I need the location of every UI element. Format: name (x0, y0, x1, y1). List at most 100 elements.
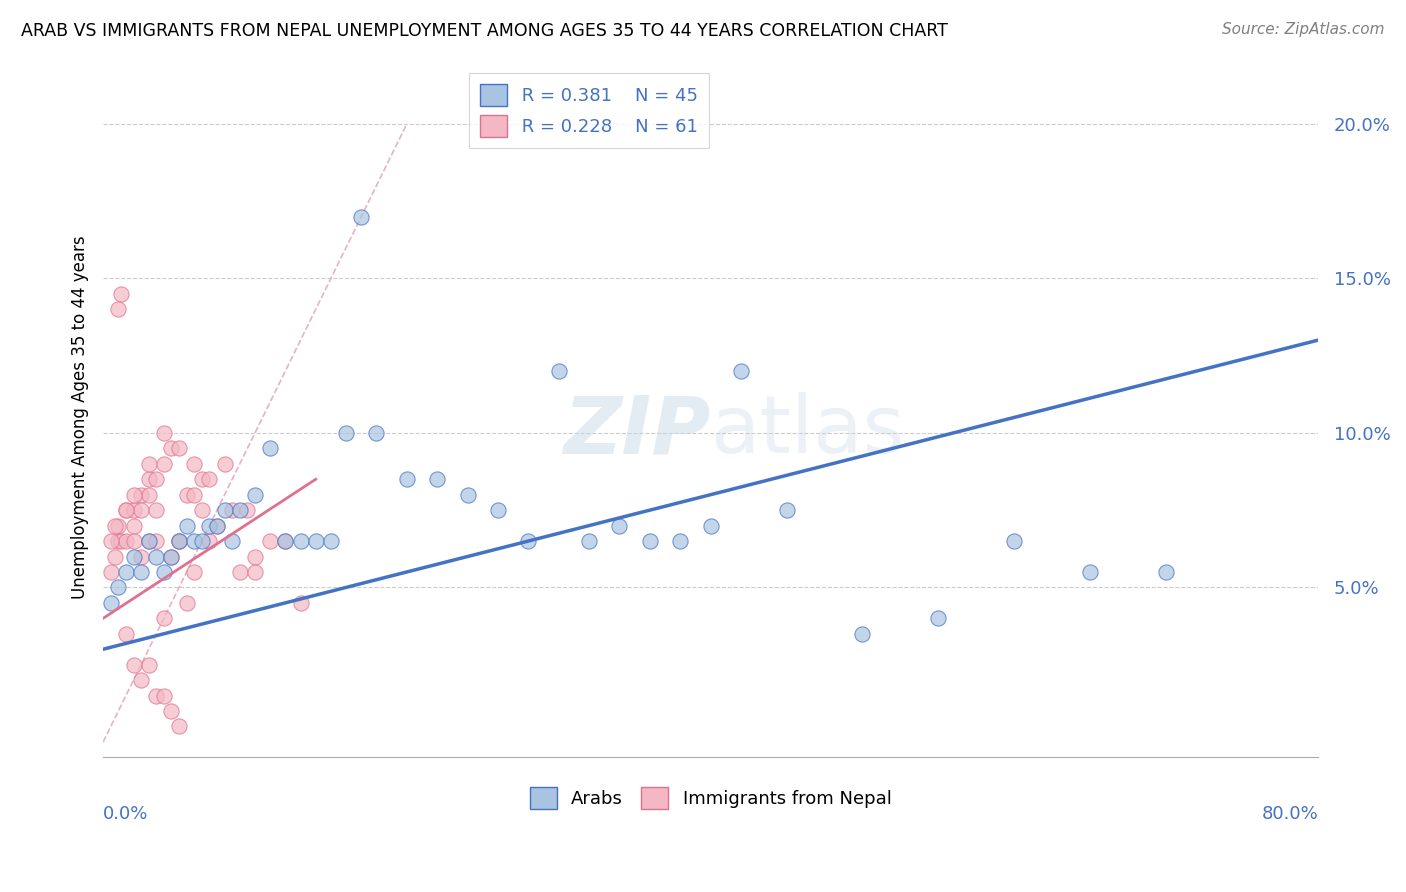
Text: Source: ZipAtlas.com: Source: ZipAtlas.com (1222, 22, 1385, 37)
Point (699, 518, 721, 533)
Point (350, 210, 373, 224)
Point (730, 364, 752, 378)
Point (183, 565, 205, 579)
Point (122, 488, 145, 502)
Point (153, 689, 176, 703)
Point (107, 518, 129, 533)
Point (229, 565, 252, 579)
Point (191, 472, 214, 486)
Point (160, 549, 183, 564)
Point (183, 457, 205, 471)
Point (129, 488, 152, 502)
Point (153, 457, 176, 471)
Point (115, 565, 138, 579)
Point (1154, 565, 1177, 579)
Point (122, 549, 145, 564)
Point (1002, 534, 1025, 549)
Point (176, 488, 198, 502)
Point (100, 534, 122, 549)
Point (236, 503, 259, 517)
Point (609, 518, 631, 533)
Point (669, 534, 692, 549)
Point (290, 534, 312, 549)
Legend: Arabs, Immigrants from Nepal: Arabs, Immigrants from Nepal (523, 780, 898, 816)
Point (486, 503, 509, 517)
Point (205, 518, 228, 533)
Point (851, 627, 873, 641)
Point (176, 518, 198, 533)
Point (145, 503, 167, 517)
Point (167, 534, 190, 549)
Point (366, 425, 388, 440)
Point (167, 534, 190, 549)
Point (198, 518, 221, 533)
Point (129, 503, 152, 517)
Point (122, 503, 145, 517)
Point (198, 534, 221, 549)
Point (107, 302, 129, 317)
Point (110, 286, 132, 301)
Point (426, 472, 449, 486)
Point (214, 457, 236, 471)
Point (191, 534, 214, 549)
Point (100, 565, 122, 579)
Point (229, 503, 252, 517)
Point (927, 611, 949, 625)
Text: 80.0%: 80.0% (1261, 805, 1317, 823)
Point (153, 425, 176, 440)
Point (274, 534, 297, 549)
Point (167, 442, 190, 456)
Point (115, 503, 138, 517)
Point (115, 534, 138, 549)
Point (129, 549, 152, 564)
Point (104, 518, 127, 533)
Point (243, 488, 266, 502)
Point (138, 472, 160, 486)
Point (205, 518, 228, 533)
Point (138, 488, 160, 502)
Point (110, 534, 132, 549)
Point (176, 596, 198, 610)
Point (259, 534, 281, 549)
Point (547, 364, 569, 378)
Point (122, 657, 145, 672)
Point (259, 442, 281, 456)
Point (319, 534, 342, 549)
Point (183, 534, 205, 549)
Point (107, 534, 129, 549)
Point (160, 549, 183, 564)
Point (517, 534, 540, 549)
Point (638, 534, 661, 549)
Point (457, 488, 479, 502)
Point (221, 503, 243, 517)
Point (167, 719, 190, 733)
Point (122, 534, 145, 549)
Point (305, 534, 328, 549)
Point (107, 581, 129, 595)
Point (214, 503, 236, 517)
Point (775, 503, 797, 517)
Point (138, 534, 160, 549)
Point (395, 472, 418, 486)
Point (145, 472, 167, 486)
Point (160, 442, 183, 456)
Point (100, 596, 122, 610)
Text: ZIP: ZIP (564, 392, 710, 470)
Point (138, 457, 160, 471)
Point (104, 549, 127, 564)
Point (1078, 565, 1101, 579)
Point (145, 534, 167, 549)
Point (198, 472, 221, 486)
Point (153, 565, 176, 579)
Text: atlas: atlas (710, 392, 905, 470)
Text: 0.0%: 0.0% (103, 805, 149, 823)
Point (335, 425, 357, 440)
Point (290, 596, 312, 610)
Text: ARAB VS IMMIGRANTS FROM NEPAL UNEMPLOYMENT AMONG AGES 35 TO 44 YEARS CORRELATION: ARAB VS IMMIGRANTS FROM NEPAL UNEMPLOYME… (21, 22, 948, 40)
Point (153, 611, 176, 625)
Point (138, 657, 160, 672)
Point (167, 534, 190, 549)
Point (122, 518, 145, 533)
Point (160, 704, 183, 718)
Point (191, 503, 214, 517)
